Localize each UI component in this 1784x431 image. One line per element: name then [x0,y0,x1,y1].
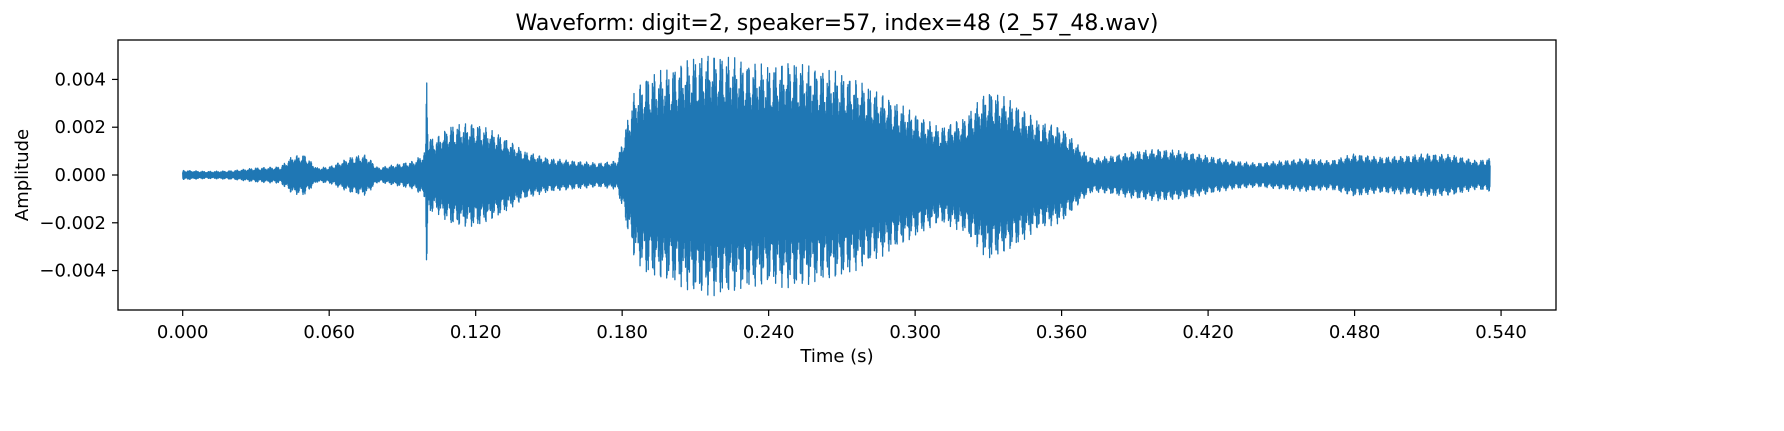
x-tick-label: 0.480 [1329,322,1381,343]
x-tick-label: 0.420 [1182,322,1234,343]
chart-title: Waveform: digit=2, speaker=57, index=48 … [516,11,1159,36]
x-tick-label: 0.360 [1036,322,1088,343]
y-tick-label: −0.004 [39,261,106,282]
y-tick-label: 0.004 [54,69,106,90]
x-tick-label: 0.120 [450,322,502,343]
waveform-series [182,55,1491,297]
waveform-line [182,55,1491,297]
y-axis-label: Amplitude [12,129,33,221]
y-tick-label: 0.000 [54,165,106,186]
y-axis: −0.004 −0.002 0.000 0.002 0.004 [39,69,118,282]
x-tick-label: 0.240 [743,322,795,343]
x-tick-label: 0.060 [303,322,355,343]
x-tick-label: 0.300 [889,322,941,343]
y-tick-label: −0.002 [39,213,106,234]
x-tick-label: 0.540 [1475,322,1527,343]
x-axis: 0.000 0.060 0.120 0.180 0.240 0.300 0.360 0.420… [157,310,1527,343]
y-tick-label: 0.002 [54,117,106,138]
x-axis-label: Time (s) [799,346,873,367]
x-tick-label: 0.180 [596,322,648,343]
x-tick-label: 0.000 [157,322,209,343]
